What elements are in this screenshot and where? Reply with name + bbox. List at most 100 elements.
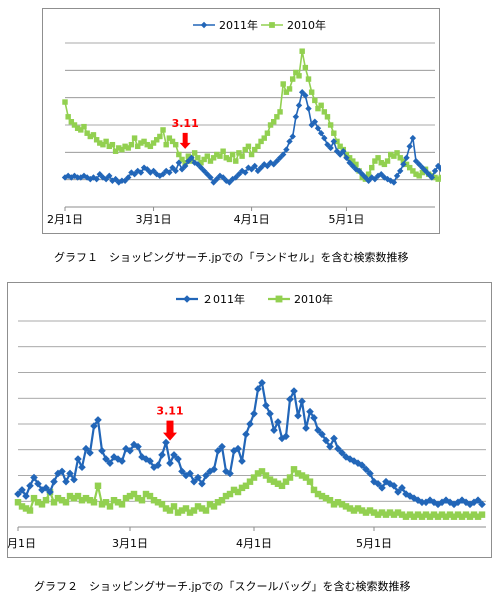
data-point bbox=[422, 167, 429, 175]
data-point bbox=[458, 496, 466, 505]
data-point bbox=[172, 167, 179, 175]
data-point bbox=[71, 172, 78, 180]
data-point bbox=[334, 499, 342, 506]
data-point bbox=[146, 492, 154, 500]
data-point bbox=[318, 492, 326, 500]
data-point bbox=[131, 135, 138, 141]
data-point bbox=[86, 496, 94, 504]
data-point bbox=[434, 500, 442, 509]
data-point bbox=[195, 155, 201, 161]
data-point bbox=[254, 470, 262, 477]
data-point bbox=[70, 475, 78, 484]
data-point bbox=[138, 496, 146, 504]
data-point bbox=[430, 511, 438, 518]
data-point bbox=[162, 438, 170, 447]
data-point bbox=[338, 449, 346, 457]
data-point bbox=[150, 496, 158, 504]
data-point bbox=[278, 434, 286, 443]
series-1 bbox=[62, 48, 441, 182]
data-point bbox=[390, 482, 398, 490]
data-point bbox=[330, 138, 338, 145]
data-point bbox=[466, 513, 474, 520]
data-point bbox=[354, 505, 362, 512]
data-point bbox=[294, 470, 302, 477]
data-point bbox=[162, 505, 170, 512]
data-point bbox=[435, 176, 441, 182]
data-point bbox=[172, 141, 179, 148]
data-point bbox=[366, 469, 374, 478]
data-point bbox=[286, 138, 293, 145]
data-point bbox=[242, 146, 248, 153]
data-point bbox=[174, 509, 182, 516]
data-point bbox=[419, 169, 426, 176]
data-point bbox=[378, 509, 386, 516]
data-point bbox=[442, 513, 450, 520]
data-point bbox=[150, 140, 157, 146]
data-point bbox=[178, 507, 186, 514]
data-point bbox=[251, 162, 258, 170]
data-point bbox=[369, 164, 375, 171]
data-point bbox=[198, 160, 204, 166]
data-point bbox=[242, 430, 250, 439]
data-point bbox=[375, 155, 381, 161]
data-point bbox=[14, 499, 22, 506]
data-point bbox=[121, 177, 129, 184]
data-point bbox=[222, 492, 230, 500]
data-point bbox=[166, 507, 174, 514]
data-point bbox=[410, 513, 418, 520]
data-point bbox=[169, 164, 176, 171]
data-point bbox=[90, 132, 97, 138]
data-point bbox=[138, 140, 144, 146]
data-point bbox=[358, 461, 366, 469]
data-point bbox=[462, 511, 470, 518]
legend-label: 2010年 bbox=[287, 18, 326, 32]
data-point bbox=[400, 158, 407, 164]
data-point bbox=[248, 151, 255, 158]
data-point bbox=[98, 446, 106, 455]
data-point bbox=[454, 498, 462, 507]
data-point bbox=[58, 467, 66, 476]
data-point bbox=[210, 179, 217, 186]
data-point bbox=[296, 73, 302, 79]
series-0 bbox=[61, 89, 441, 186]
data-point bbox=[418, 513, 426, 520]
data-point bbox=[138, 453, 146, 461]
data-point bbox=[154, 461, 162, 469]
annotation-arrow bbox=[163, 420, 177, 441]
x-tick-label: 2月1日 bbox=[47, 213, 83, 226]
data-point bbox=[431, 167, 439, 175]
data-point bbox=[374, 479, 382, 488]
data-point bbox=[438, 174, 441, 181]
data-point bbox=[220, 148, 226, 154]
data-point bbox=[413, 171, 419, 177]
legend-marker bbox=[275, 295, 283, 303]
data-point bbox=[359, 171, 366, 178]
data-point bbox=[207, 174, 214, 181]
data-point bbox=[321, 134, 328, 142]
data-point bbox=[302, 424, 310, 432]
data-point bbox=[210, 465, 218, 474]
data-point bbox=[226, 156, 233, 163]
data-point bbox=[318, 102, 324, 109]
data-point bbox=[198, 505, 206, 512]
data-point bbox=[366, 507, 374, 514]
data-point bbox=[270, 426, 278, 434]
data-point bbox=[154, 499, 162, 506]
chart-2-caption: グラフ２ ショッピングサーチ.jpでの「スクールバッグ」を含む検索数推移 bbox=[34, 580, 411, 593]
data-point bbox=[398, 484, 406, 492]
x-tick-label: 4月1日 bbox=[234, 213, 270, 226]
data-point bbox=[438, 511, 446, 518]
gridlines bbox=[18, 320, 486, 502]
data-point bbox=[100, 141, 106, 148]
data-point bbox=[262, 401, 270, 410]
data-point bbox=[474, 513, 482, 520]
data-point bbox=[66, 492, 74, 500]
data-point bbox=[390, 511, 398, 518]
data-point bbox=[314, 490, 322, 498]
data-point bbox=[354, 459, 362, 467]
data-point bbox=[343, 154, 350, 161]
data-point bbox=[182, 160, 188, 166]
data-point bbox=[238, 484, 246, 492]
data-point bbox=[58, 496, 66, 504]
data-point bbox=[286, 474, 294, 481]
